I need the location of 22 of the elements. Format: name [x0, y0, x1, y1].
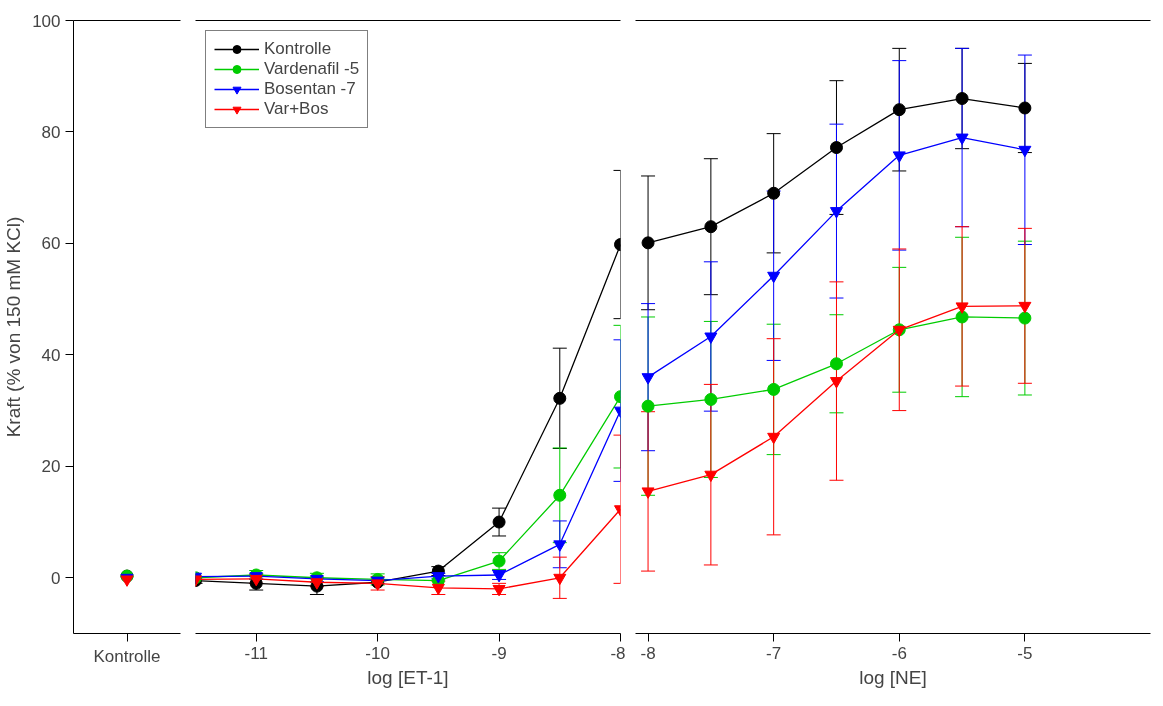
y-tick-label: 100 [32, 11, 61, 31]
y-tick-label: 60 [41, 234, 61, 254]
y-axis-title: Kraft (% von 150 mM KCl) [3, 216, 25, 438]
x-axis-title: log [NE] [859, 666, 927, 688]
x-tick-label: -6 [891, 643, 907, 663]
x-tick-label: -7 [766, 643, 782, 663]
x-tick-label: Kontrolle [93, 646, 161, 666]
x-tick-label: -9 [491, 643, 507, 663]
y-tick-label: 20 [41, 457, 61, 477]
x-tick-label: -8 [610, 643, 626, 663]
x-tick-label: -10 [365, 643, 390, 663]
x-tick-label: -8 [640, 643, 656, 663]
legend-label: Kontrolle [264, 39, 332, 59]
x-tick-label: -5 [1017, 643, 1033, 663]
x-axis-title: log [ET-1] [367, 666, 449, 688]
y-tick-label: 80 [41, 122, 61, 142]
y-tick-label: 40 [41, 345, 61, 365]
y-tick-label: 0 [51, 568, 61, 588]
legend-label: Vardenafil -5 [264, 59, 360, 79]
x-tick-label: -11 [244, 643, 268, 663]
legend-label: Bosentan -7 [264, 79, 356, 99]
legend-label: Var+Bos [264, 99, 329, 119]
